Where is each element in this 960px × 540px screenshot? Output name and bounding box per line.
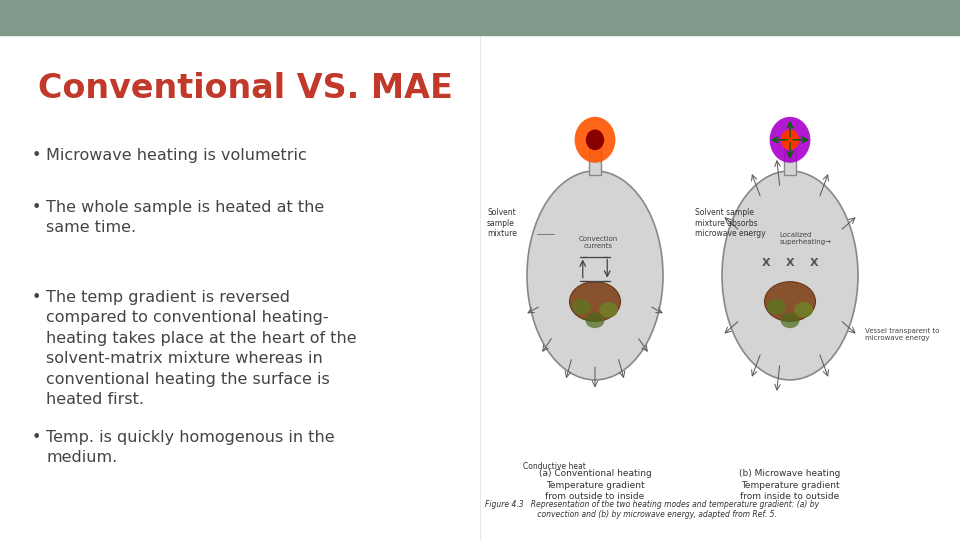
Text: The whole sample is heated at the
same time.: The whole sample is heated at the same t… xyxy=(46,200,324,235)
Ellipse shape xyxy=(780,313,800,328)
Bar xyxy=(0,0,960,35)
Text: Microwave heating is volumetric: Microwave heating is volumetric xyxy=(46,148,307,163)
Text: •: • xyxy=(32,200,41,215)
Text: Solvent
sample
mixture: Solvent sample mixture xyxy=(487,208,516,238)
Ellipse shape xyxy=(572,299,591,315)
Text: (b) Microwave heating
Temperature gradient
from inside to outside: (b) Microwave heating Temperature gradie… xyxy=(739,469,841,501)
Bar xyxy=(588,138,601,174)
Text: Conventional VS. MAE: Conventional VS. MAE xyxy=(38,72,453,105)
Text: Figure 4.3   Representation of the two heating modes and temperature gradient: (: Figure 4.3 Representation of the two hea… xyxy=(485,500,819,519)
Ellipse shape xyxy=(527,171,663,380)
Text: •: • xyxy=(32,148,41,163)
Text: Vessel transparent to
microwave energy: Vessel transparent to microwave energy xyxy=(865,328,939,341)
Text: The temp gradient is reversed
compared to conventional heating-
heating takes pl: The temp gradient is reversed compared t… xyxy=(46,290,356,407)
Ellipse shape xyxy=(722,171,858,380)
Text: Localized
superheating→: Localized superheating→ xyxy=(780,232,831,245)
Text: •: • xyxy=(32,290,41,305)
Text: Convection
currents: Convection currents xyxy=(579,237,618,249)
Ellipse shape xyxy=(794,302,813,318)
Ellipse shape xyxy=(599,302,618,318)
Text: Conductive heat: Conductive heat xyxy=(523,462,586,470)
Ellipse shape xyxy=(575,117,615,163)
Text: Temp. is quickly homogenous in the
medium.: Temp. is quickly homogenous in the mediu… xyxy=(46,430,335,465)
Text: (a) Conventional heating
Temperature gradient
from outside to inside: (a) Conventional heating Temperature gra… xyxy=(539,469,652,501)
Bar xyxy=(784,138,796,174)
Ellipse shape xyxy=(569,282,620,321)
Ellipse shape xyxy=(780,130,799,150)
Ellipse shape xyxy=(586,130,604,150)
Ellipse shape xyxy=(767,299,786,315)
Text: •: • xyxy=(32,430,41,445)
Text: X: X xyxy=(809,258,818,268)
Text: X: X xyxy=(785,258,794,268)
Text: X: X xyxy=(762,258,771,268)
Text: Solvent sample
mixture absorbs
microwave energy: Solvent sample mixture absorbs microwave… xyxy=(695,208,766,238)
Ellipse shape xyxy=(770,117,810,163)
Ellipse shape xyxy=(764,282,815,321)
Ellipse shape xyxy=(586,313,605,328)
